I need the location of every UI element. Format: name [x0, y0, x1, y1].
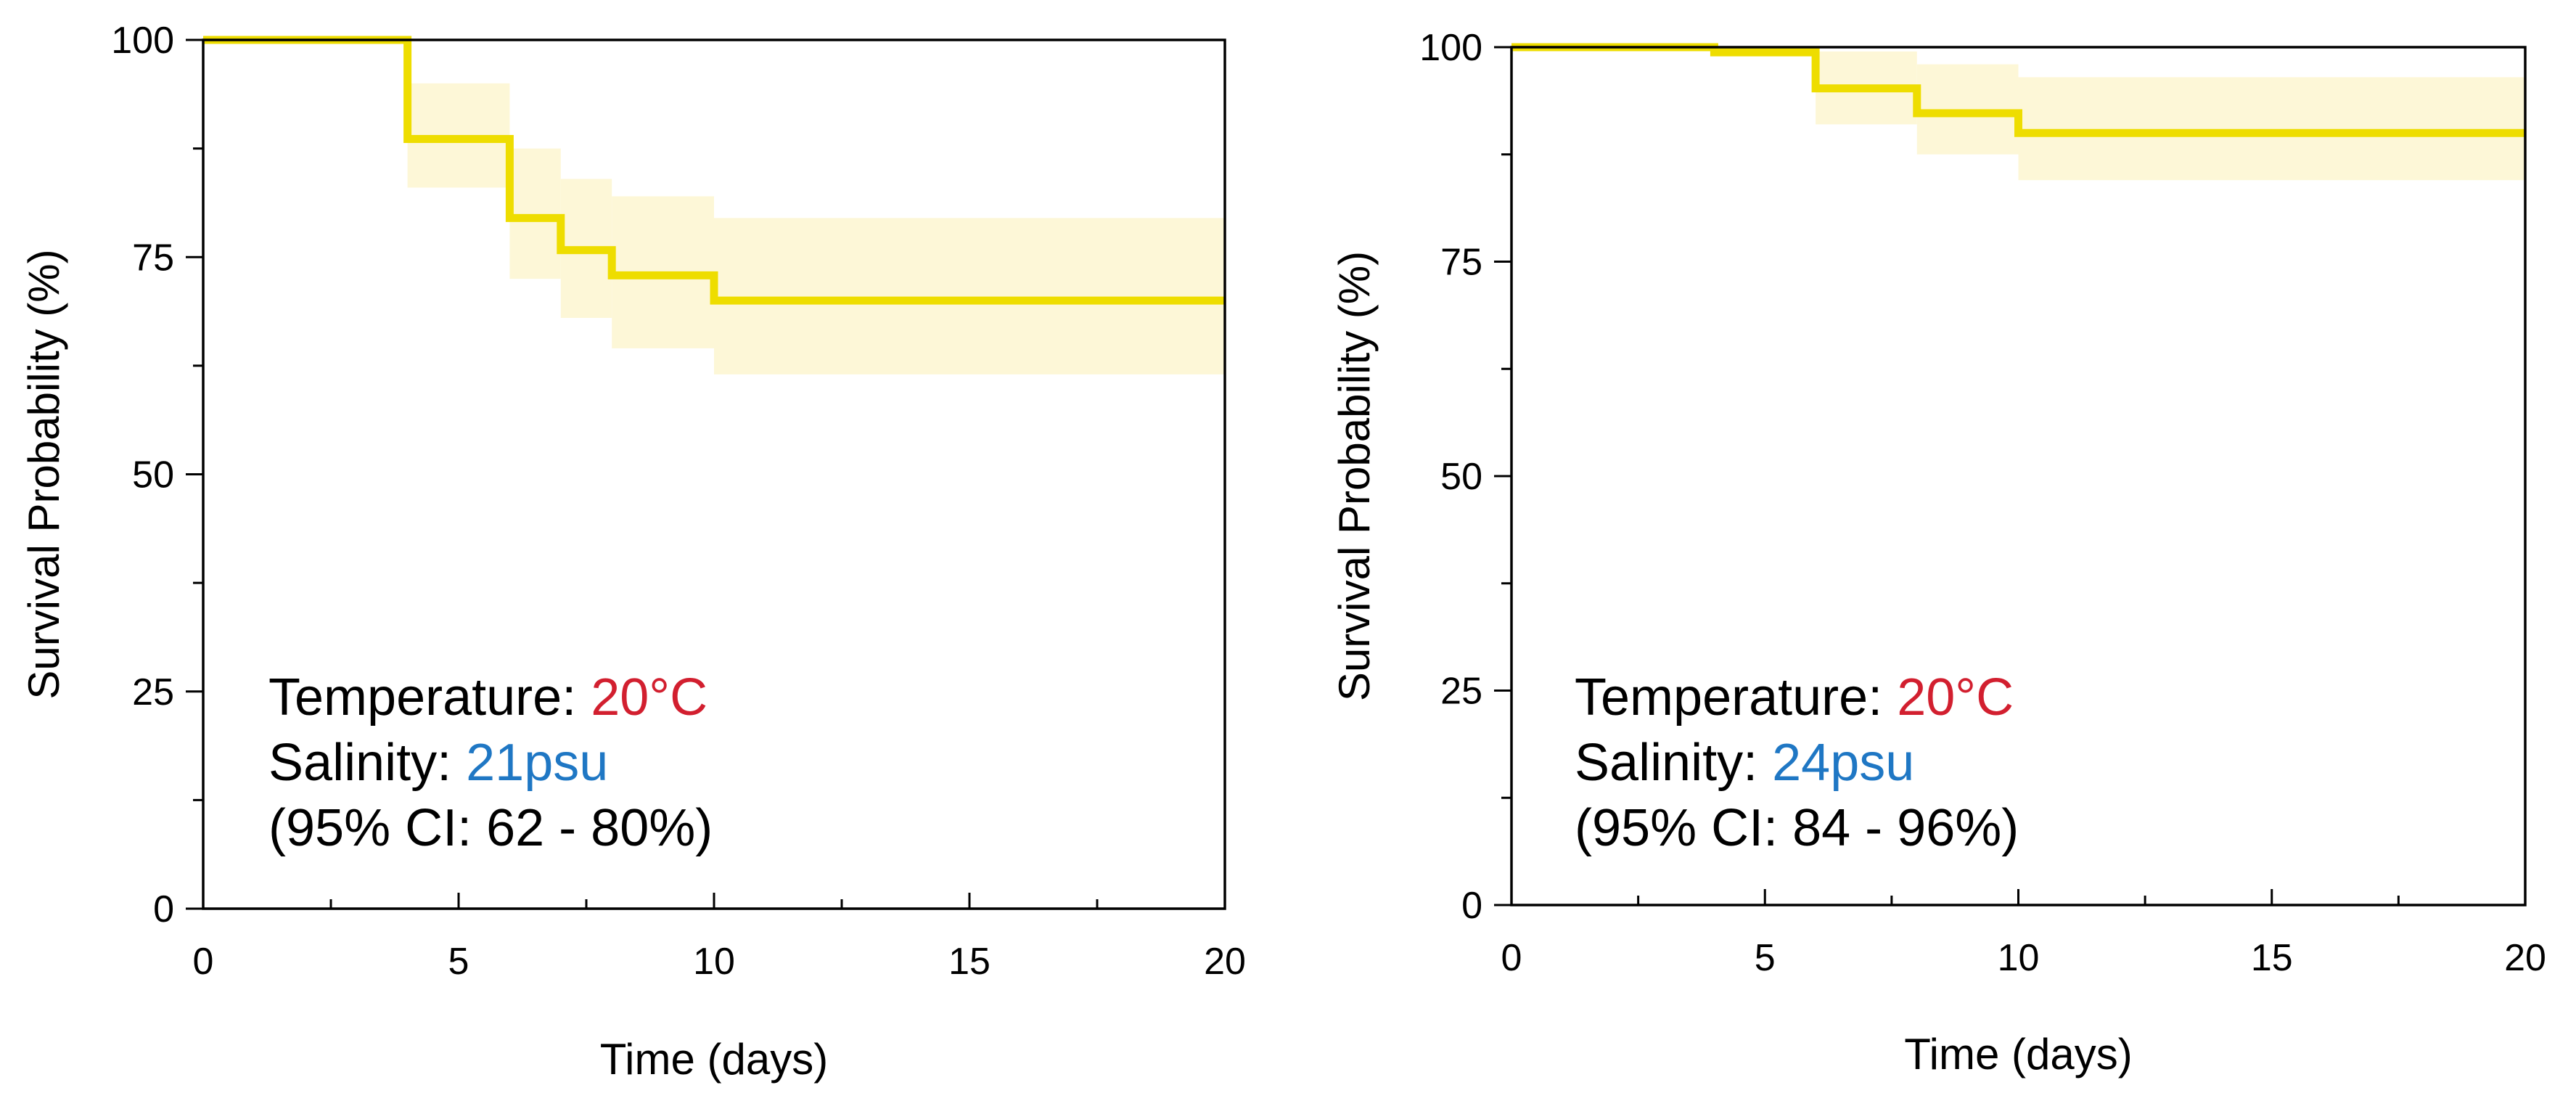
- y-tick-label: 75: [1440, 242, 1482, 284]
- survival-chart-right: 0 5 10 15 20 0 25 50 75 100 Time (days) Survival Pr…: [1330, 27, 2546, 1079]
- temperature-annotation: Temperature: 20°C: [268, 668, 707, 727]
- confidence-interval-annotation: (95% CI: 84 - 96%): [1575, 799, 2019, 857]
- x-tick-label: 5: [1755, 937, 1776, 979]
- salinity-value: 24psu: [1772, 734, 1914, 792]
- ci-band: [509, 148, 561, 279]
- survival-chart-left: 0 5 10 15 20 0 25 50 75 100 Time (days) Survival Pr…: [20, 20, 1246, 1084]
- x-tick-label: 10: [693, 941, 735, 983]
- salinity-annotation: Salinity: 21psu: [268, 734, 608, 792]
- salinity-label: Salinity:: [268, 734, 466, 792]
- temperature-value: 20°C: [591, 668, 707, 727]
- temperature-value: 20°C: [1897, 668, 2014, 727]
- y-tick-label: 0: [1461, 885, 1482, 927]
- x-tick-label: 20: [2504, 937, 2546, 979]
- ci-band: [714, 218, 1225, 374]
- x-tick-label: 0: [193, 941, 214, 983]
- y-tick-label: 25: [132, 671, 174, 713]
- x-tick-label: 0: [1501, 937, 1522, 979]
- y-tick-label: 100: [111, 20, 174, 62]
- y-tick-label: 75: [132, 237, 174, 279]
- temperature-label: Temperature:: [268, 668, 591, 727]
- ci-band: [2018, 77, 2525, 181]
- y-tick-label: 50: [132, 454, 174, 496]
- confidence-interval-annotation: (95% CI: 62 - 80%): [268, 799, 713, 857]
- y-tick-label: 25: [1440, 671, 1482, 713]
- y-tick-label: 0: [153, 888, 174, 930]
- y-tick-label: 100: [1419, 27, 1482, 69]
- x-axis-title: Time (days): [600, 1035, 828, 1084]
- survival-step-line: [1511, 43, 2525, 137]
- salinity-annotation: Salinity: 24psu: [1575, 734, 1914, 792]
- survival-step-line: [203, 36, 1225, 305]
- x-tick-label: 10: [1998, 937, 2040, 979]
- temperature-annotation: Temperature: 20°C: [1575, 668, 2014, 727]
- y-axis-title: Survival Probability (%): [1330, 251, 1379, 701]
- y-tick-label: 50: [1440, 456, 1482, 498]
- salinity-value: 21psu: [466, 734, 608, 792]
- salinity-label: Salinity:: [1575, 734, 1772, 792]
- temperature-label: Temperature:: [1575, 668, 1897, 727]
- x-tick-label: 5: [448, 941, 469, 983]
- x-tick-label: 15: [2251, 937, 2293, 979]
- y-axis-title: Survival Probability (%): [20, 249, 68, 699]
- x-axis-title: Time (days): [1904, 1030, 2132, 1079]
- x-tick-label: 15: [948, 941, 990, 983]
- x-tick-label: 20: [1204, 941, 1246, 983]
